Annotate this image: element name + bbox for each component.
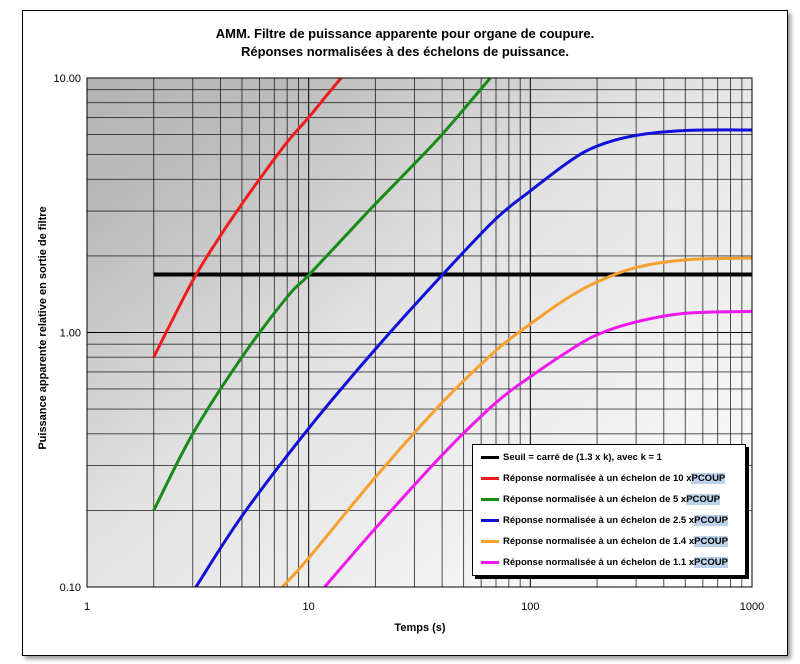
legend-swatch-5x: [481, 497, 499, 501]
legend-tag-2-5x: PCOUP: [694, 514, 728, 526]
legend-item-1-1x: Réponse normalisée à un échelon de 1.1 x…: [481, 555, 728, 569]
x-tick-label: 10: [303, 601, 315, 613]
legend-swatch-seuil: [481, 455, 499, 459]
legend-tag-1-1x: PCOUP: [694, 556, 728, 568]
series-line-2-5x: [194, 128, 752, 587]
series-line-1-1x: [323, 309, 752, 587]
legend-item-2-5x: Réponse normalisée à un échelon de 2.5 x…: [481, 513, 728, 527]
plot-upper-left-shade: [87, 78, 257, 178]
chart-title: AMM. Filtre de puissance apparente pour …: [215, 26, 595, 41]
legend: Seuil = carré de (1.3 x k), avec k = 1 R…: [472, 444, 746, 576]
legend-swatch-1-1x: [481, 560, 499, 564]
series-line-10x: [152, 78, 343, 358]
legend-label-10x: Réponse normalisée à un échelon de 10 x: [503, 472, 692, 484]
legend-tag-10x: PCOUP: [691, 472, 726, 484]
legend-tag-5x: PCOUP: [686, 493, 720, 505]
y-tick-label: 0.10: [60, 582, 81, 594]
y-axis-label: Puissance apparente relative en sortie d…: [37, 206, 49, 450]
legend-item-seuil: Seuil = carré de (1.3 x k), avec k = 1: [481, 450, 662, 464]
legend-label-2-5x: Réponse normalisée à un échelon de 2.5 x: [503, 514, 695, 526]
legend-item-1-4x: Réponse normalisée à un échelon de 1.4 x…: [481, 534, 728, 548]
legend-item-5x: Réponse normalisée à un échelon de 5 x P…: [481, 492, 720, 506]
legend-swatch-2-5x: [481, 518, 499, 522]
x-tick-label: 1000: [740, 601, 764, 613]
y-tick-label: 1.00: [60, 328, 81, 340]
legend-tag-1-4x: PCOUP: [694, 535, 728, 547]
series-line-1-4x: [281, 256, 752, 587]
chart-subtitle: Réponses normalisées à des échelons de p…: [240, 44, 570, 59]
x-tick-label: 1: [84, 601, 90, 613]
legend-swatch-10x: [481, 476, 499, 480]
legend-label-seuil: Seuil = carré de (1.3 x k), avec k = 1: [503, 451, 662, 463]
plot-border: [86, 77, 753, 588]
legend-item-10x: Réponse normalisée à un échelon de 10 x …: [481, 471, 726, 485]
legend-label-1-4x: Réponse normalisée à un échelon de 1.4 x: [503, 535, 695, 547]
x-axis-label: Temps (s): [394, 622, 446, 634]
legend-label-5x: Réponse normalisée à un échelon de 5 x: [503, 493, 687, 505]
legend-swatch-1-4x: [481, 539, 499, 543]
x-tick-label: 100: [521, 601, 539, 613]
y-tick-label: 10.00: [53, 73, 81, 85]
series-line-5x: [152, 78, 492, 512]
legend-label-1-1x: Réponse normalisée à un échelon de 1.1 x: [503, 556, 695, 568]
